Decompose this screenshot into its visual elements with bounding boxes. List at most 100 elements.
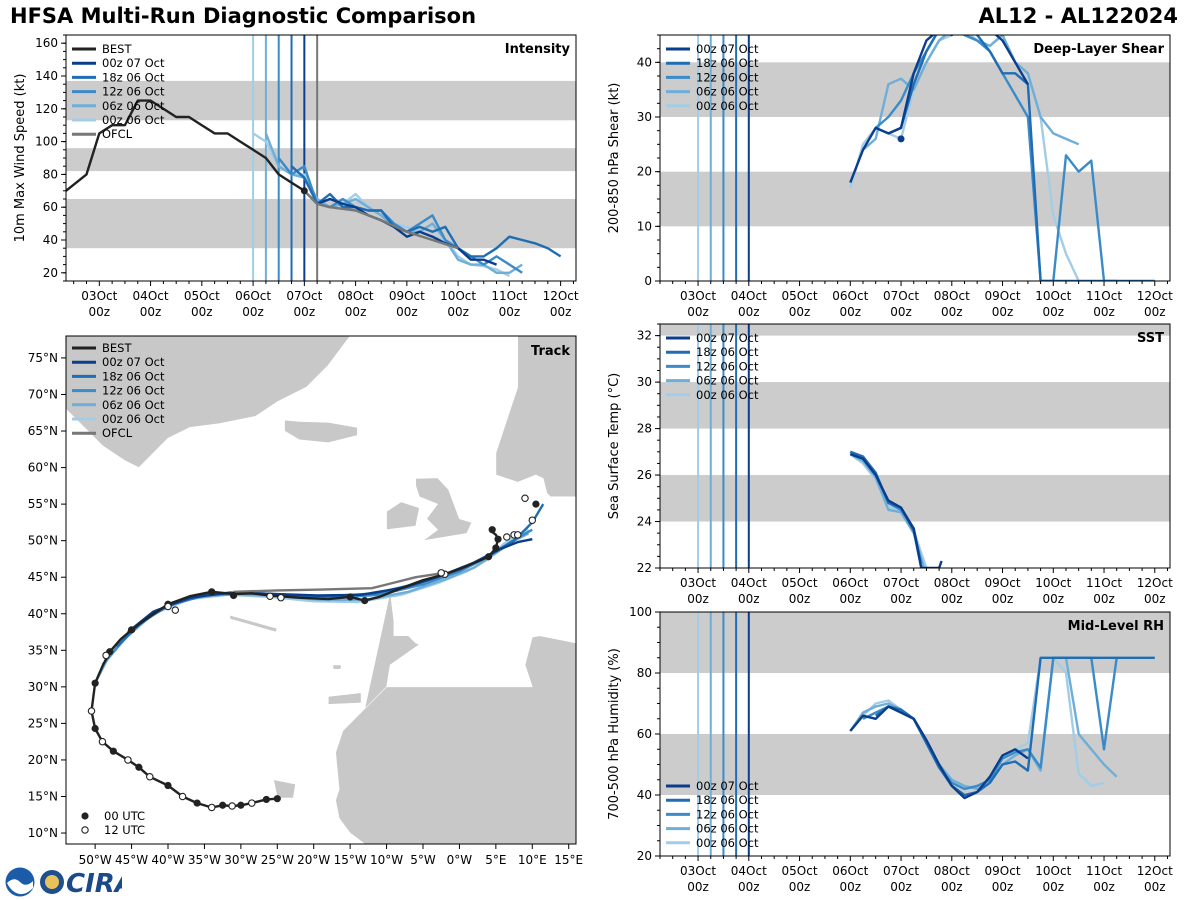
shear-xtick-sublabel-4: 00z (890, 305, 912, 319)
track-ytick-label-2: 20°N (28, 753, 58, 767)
rh-xtick-label-9: 12Oct (1137, 864, 1173, 878)
rh-xtick-sublabel-4: 00z (890, 880, 912, 894)
intensity-legend-label-6: OFCL (102, 127, 133, 141)
sst-xtick-sublabel-4: 00z (890, 592, 912, 606)
intensity-series-best (66, 99, 305, 192)
track-frame (65, 335, 577, 845)
rh-band-0 (660, 734, 1170, 795)
track-legend-marker-12utc (81, 826, 89, 834)
track-point-00utc-15 (346, 593, 354, 601)
shear-ytick-label-0: 0 (644, 274, 652, 288)
sst-legend-label-3: 06z 06 Oct (696, 374, 759, 388)
intensity-xtick-label-7: 10Oct (440, 289, 476, 303)
shear-series-18z-06-oct (887, 35, 1155, 281)
track-point-00utc-0 (273, 795, 281, 803)
track-ytick-label-0: 10°N (28, 826, 58, 840)
track-point-00utc-2 (237, 801, 245, 809)
storm-id: AL12 - AL122024 (978, 4, 1179, 28)
sst-xtick-sublabel-2: 00z (789, 592, 811, 606)
sst-band-2 (660, 324, 1170, 336)
track-legend-label-3: 12z 06 Oct (102, 384, 165, 398)
intensity-legend-label-5: 00z 06 Oct (102, 113, 165, 127)
land-azores (229, 614, 278, 633)
track-point-00utc-8 (91, 724, 99, 733)
shear-xtick-label-4: 07Oct (883, 289, 919, 303)
rh-legend-label-4: 00z 06 Oct (696, 836, 759, 850)
shear-panel: 0 10 20 30 40 03Oct 00z 04Oct 00z 05Oct 00z 06Oct 00… (607, 34, 1173, 319)
track-legend-label-4: 06z 06 Oct (102, 398, 165, 412)
intensity-legend-label-2: 18z 06 Oct (102, 70, 165, 84)
rh-ytick-label-100: 100 (629, 605, 652, 619)
rh-xtick-label-3: 06Oct (832, 864, 868, 878)
sst-xtick-label-8: 11Oct (1086, 576, 1122, 590)
shear-ytick-label-40: 40 (637, 55, 652, 69)
track-ytick-label-3: 25°N (28, 716, 58, 730)
track-point-12utc-7 (87, 707, 96, 715)
sst-band-1 (660, 382, 1170, 429)
intensity-band-0 (66, 199, 576, 249)
shear-xtick-label-9: 12Oct (1137, 289, 1173, 303)
rh-ytick-label-20: 20 (637, 849, 652, 863)
sst-xtick-sublabel-0: 00z (687, 592, 709, 606)
track-point-00utc-17 (484, 553, 493, 561)
sst-panel: 22 24 26 28 30 32 03Oct 00z 04Oct 00z 05Oct 00z 06Oc… (607, 323, 1173, 606)
track-point-00utc-5 (164, 781, 172, 790)
intensity-xtick-sublabel-4: 00z (294, 305, 316, 319)
sst-legend-label-4: 00z 06 Oct (696, 388, 759, 402)
sst-xtick-sublabel-9: 00z (1144, 592, 1166, 606)
track-ytick-label-10: 60°N (28, 461, 58, 475)
noaa-logo-icon: CIRA (5, 867, 122, 898)
shear-xtick-sublabel-8: 00z (1093, 305, 1115, 319)
rh-xtick-sublabel-6: 00z (992, 880, 1014, 894)
track-xtick-label-3: 35°W (188, 853, 221, 867)
track-ytick-label-8: 50°N (28, 534, 58, 548)
track-point-00utc-16 (361, 596, 369, 605)
intensity-xtick-label-1: 04Oct (133, 289, 169, 303)
track-run-12z-06-oct (101, 528, 533, 666)
shear-xtick-label-7: 10Oct (1035, 289, 1071, 303)
sst-title: SST (1137, 331, 1164, 346)
track-ytick-label-1: 15°N (28, 789, 58, 803)
track-marker-legend-label-0: 00 UTC (104, 809, 145, 823)
track-ytick-label-11: 65°N (28, 424, 58, 438)
intensity-xtick-sublabel-6: 00z (396, 305, 418, 319)
intensity-legend-label-1: 00z 07 Oct (102, 56, 165, 70)
shear-series-00z-07-oct (849, 35, 1029, 184)
shear-xtick-label-3: 06Oct (832, 289, 868, 303)
sst-ylabel: Sea Surface Temp (°C) (607, 373, 622, 520)
sst-frame (659, 323, 1171, 569)
track-xtick-label-4: 30°W (224, 853, 257, 867)
sst-legend-label-1: 18z 06 Oct (696, 345, 759, 359)
rh-xtick-sublabel-9: 00z (1144, 880, 1166, 894)
intensity-xtick-sublabel-0: 00z (89, 305, 111, 319)
intensity-xtick-sublabel-9: 00z (550, 305, 572, 319)
track-point-12utc-6 (98, 737, 107, 746)
sst-xtick-sublabel-6: 00z (992, 592, 1014, 606)
rh-xtick-sublabel-5: 00z (941, 880, 963, 894)
sst-xtick-label-6: 09Oct (985, 576, 1021, 590)
track-point-12utc-19 (521, 494, 529, 503)
track-point-00utc-14 (229, 591, 238, 600)
track-ytick-label-9: 55°N (28, 497, 58, 511)
shear-xtick-sublabel-9: 00z (1144, 305, 1166, 319)
track-point-12utc-4 (146, 773, 154, 781)
intensity-xtick-sublabel-3: 00z (242, 305, 264, 319)
track-point-12utc-10 (171, 606, 180, 614)
track-legend-label-2: 18z 06 Oct (102, 369, 165, 383)
track-point-12utc-14 (437, 569, 445, 577)
track-point-12utc-5 (124, 756, 132, 764)
shear-xtick-label-6: 09Oct (985, 289, 1021, 303)
shear-xtick-label-1: 04Oct (731, 289, 767, 303)
track-point-12utc-15 (503, 533, 511, 541)
track-point-12utc-11 (266, 592, 274, 600)
shear-xtick-sublabel-5: 00z (941, 305, 963, 319)
track-point-00utc-6 (135, 763, 143, 771)
intensity-xtick-sublabel-2: 00z (191, 305, 213, 319)
land-cape-verde (273, 779, 296, 799)
track-ytick-label-4: 30°N (28, 680, 58, 694)
figure-title: HFSA Multi-Run Diagnostic Comparison (10, 4, 477, 28)
intensity-xtick-sublabel-7: 00z (447, 305, 469, 319)
track-point-12utc-1 (228, 802, 236, 810)
intensity-legend-label-0: BEST (102, 42, 132, 56)
track-ytick-label-6: 40°N (28, 607, 58, 621)
